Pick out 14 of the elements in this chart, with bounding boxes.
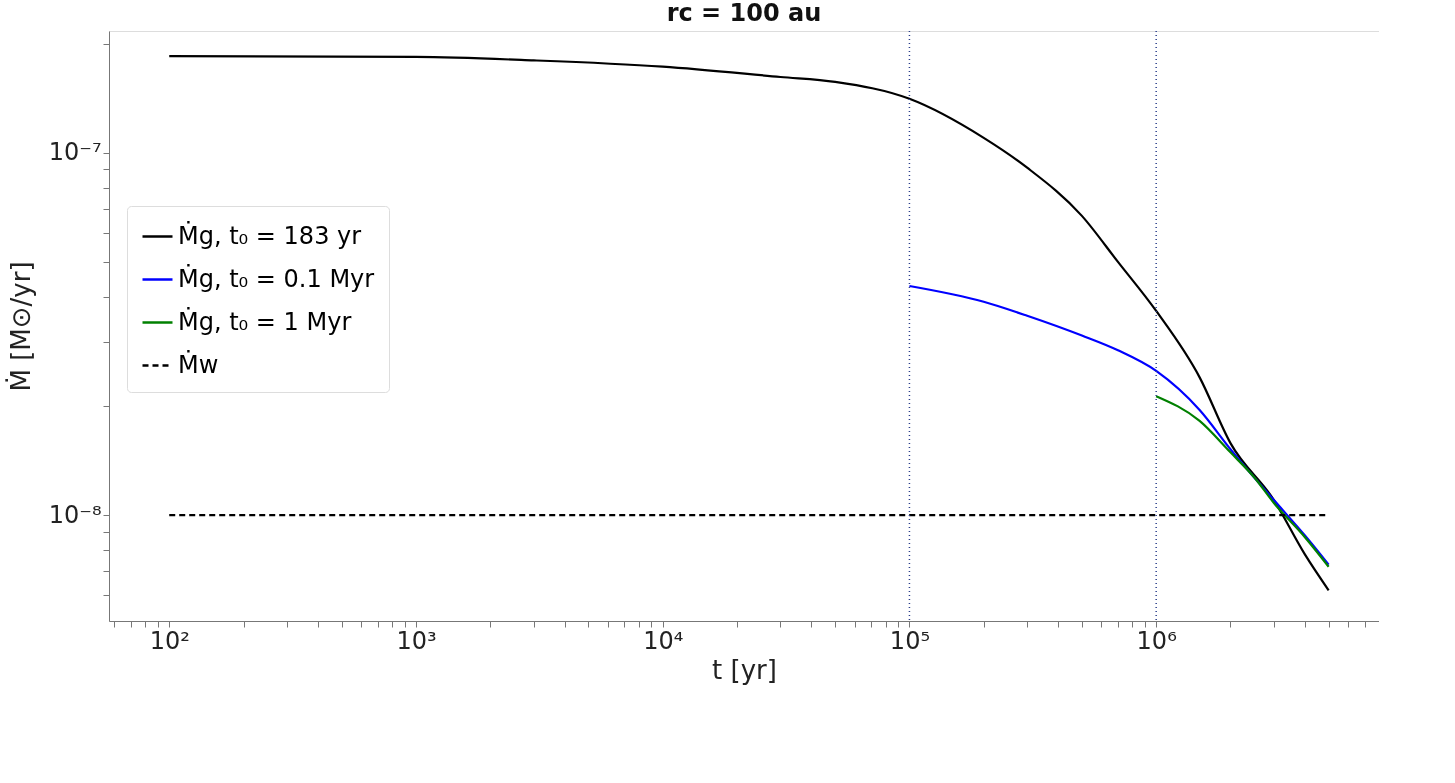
x-tick-label: 10³ bbox=[396, 626, 437, 655]
y-tick-label: 10⁻⁸ bbox=[48, 500, 102, 529]
x-tick-label: 10⁶ bbox=[1136, 626, 1177, 655]
x-tick-label: 10⁴ bbox=[643, 626, 684, 655]
legend-label: Ṁg, t₀ = 1 Myr bbox=[178, 306, 352, 336]
legend-label: Ṁg, t₀ = 183 yr bbox=[178, 220, 362, 250]
legend-label: Ṁw bbox=[178, 349, 219, 379]
x-tick-label: 10⁵ bbox=[889, 626, 931, 655]
x-axis-title: t [yr] bbox=[712, 654, 777, 685]
x-tick-label: 10² bbox=[149, 626, 190, 655]
chart-title: rc = 100 au bbox=[666, 0, 822, 28]
y-axis-title: Ṁ [M⊙/yr] bbox=[4, 261, 36, 392]
y-tick-label: 10⁻⁷ bbox=[48, 138, 102, 167]
legend-label: Ṁg, t₀ = 0.1 Myr bbox=[178, 263, 375, 293]
